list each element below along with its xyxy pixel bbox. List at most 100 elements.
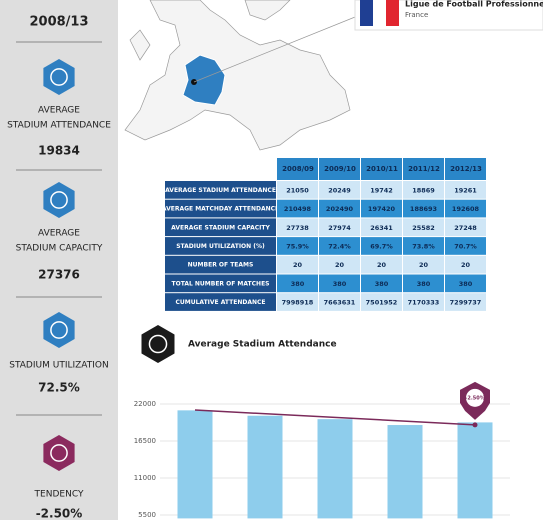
table-cell-bg xyxy=(319,255,360,274)
table-header-cell xyxy=(445,158,486,180)
table-cell: 380 xyxy=(375,280,389,288)
table-cell-bg xyxy=(277,237,318,255)
table-cell-bg xyxy=(165,181,276,199)
trend-line xyxy=(194,409,476,426)
stat-value: 27376 xyxy=(38,268,80,282)
row-label: NUMBER OF TEAMS xyxy=(188,262,254,269)
table-cell: 21050 xyxy=(286,186,309,194)
table-cell-bg xyxy=(445,237,486,255)
table-cell-bg xyxy=(319,293,360,311)
table-header-cell xyxy=(319,158,360,180)
stat-label: STADIUM CAPACITY xyxy=(16,244,103,254)
stat-value: 72.5% xyxy=(38,381,80,395)
hex-icon xyxy=(43,182,75,218)
league-name: Ligue de Football Professionnel xyxy=(405,0,543,9)
table-cell: 7998918 xyxy=(282,299,314,307)
table-cell-bg xyxy=(361,199,402,218)
row-label: TOTAL NUMBER OF MATCHES xyxy=(172,280,270,287)
y-tick-label: 11000 xyxy=(134,474,156,482)
hex-icon xyxy=(43,59,75,95)
table-header-cell xyxy=(361,158,402,180)
bar xyxy=(317,419,353,519)
hex-icon xyxy=(43,312,75,348)
row-label: AVERAGE STADIUM CAPACITY xyxy=(171,224,270,231)
table-cell: 20 xyxy=(461,261,471,269)
france-shape xyxy=(182,54,226,106)
stat-label: AVERAGE xyxy=(38,106,80,116)
flag-blue xyxy=(360,0,373,26)
table-cell: 75.9% xyxy=(286,242,309,250)
row-label: STADIUM UTILIZATION (%) xyxy=(176,243,265,250)
icon-glyph xyxy=(148,334,168,354)
table-cell-bg xyxy=(445,181,486,199)
stat-value: -2.50% xyxy=(36,507,83,521)
table-cell-bg xyxy=(165,199,276,218)
table-cell-bg xyxy=(277,255,318,274)
table-cell-bg xyxy=(403,274,444,293)
table-cell: 380 xyxy=(291,280,305,288)
table-cell-bg xyxy=(445,218,486,237)
table-cell-bg xyxy=(445,199,486,218)
bar xyxy=(387,425,423,519)
table-header: 2012/13 xyxy=(450,165,482,173)
table-cell: 380 xyxy=(417,280,431,288)
table-header: 2011/12 xyxy=(408,165,440,173)
table-cell-bg xyxy=(277,181,318,199)
trend-end xyxy=(472,422,478,428)
table-cell-bg xyxy=(319,199,360,218)
table-cell-bg xyxy=(277,274,318,293)
table-cell: 19742 xyxy=(370,186,393,194)
table-cell-bg xyxy=(403,181,444,199)
icon-glyph xyxy=(50,191,68,209)
table-cell: 25582 xyxy=(412,224,435,232)
table-cell: 380 xyxy=(459,280,473,288)
table-cell-bg xyxy=(165,255,276,274)
stat-label: AVERAGE xyxy=(38,229,80,239)
table-cell: 188693 xyxy=(410,205,437,213)
row-label: CUMULATIVE ATTENDANCE xyxy=(175,299,265,306)
hex-icon xyxy=(141,325,175,363)
table-cell-bg xyxy=(403,199,444,218)
table-cell-bg xyxy=(165,293,276,311)
table-cell-bg xyxy=(277,199,318,218)
table-cell: 7299737 xyxy=(450,299,482,307)
y-tick-label: 5500 xyxy=(138,511,156,519)
table-cell-bg xyxy=(165,274,276,293)
table-cell-bg xyxy=(319,237,360,255)
table-cell: 7170333 xyxy=(408,299,440,307)
table-cell: 27738 xyxy=(286,224,309,232)
table-cell-bg xyxy=(165,237,276,255)
table-header-cell xyxy=(403,158,444,180)
bar xyxy=(177,410,213,519)
table-cell: 69.7% xyxy=(370,242,393,250)
table-cell: 20 xyxy=(419,261,429,269)
table-cell: 18869 xyxy=(412,186,435,194)
map xyxy=(124,0,351,151)
table-header: 2009/10 xyxy=(324,165,356,173)
table-cell-bg xyxy=(445,293,486,311)
table-cell: 72.4% xyxy=(328,242,351,250)
table-cell-bg xyxy=(165,218,276,237)
hex-icon xyxy=(43,435,75,471)
table-header-cell xyxy=(277,158,318,180)
table-cell-bg xyxy=(319,218,360,237)
table-cell-bg xyxy=(403,218,444,237)
table-cell-bg xyxy=(319,274,360,293)
country: France xyxy=(405,11,428,19)
stat-label: STADIUM UTILIZATION xyxy=(9,361,108,371)
table-cell-bg xyxy=(277,293,318,311)
y-tick-label: 16500 xyxy=(134,437,156,445)
row-label: AVERAGE MATCHDAY ATTENDANCE xyxy=(162,206,279,213)
table-cell: 70.7% xyxy=(454,242,477,250)
bar xyxy=(457,422,493,519)
table-cell: 20 xyxy=(335,261,345,269)
table-cell: 210498 xyxy=(284,205,312,213)
table-cell-bg xyxy=(361,218,402,237)
table-cell: 20 xyxy=(377,261,387,269)
annotation: -2.50% xyxy=(465,395,484,401)
table-cell-bg xyxy=(361,181,402,199)
table-cell-bg xyxy=(403,293,444,311)
table-cell-bg xyxy=(277,218,318,237)
